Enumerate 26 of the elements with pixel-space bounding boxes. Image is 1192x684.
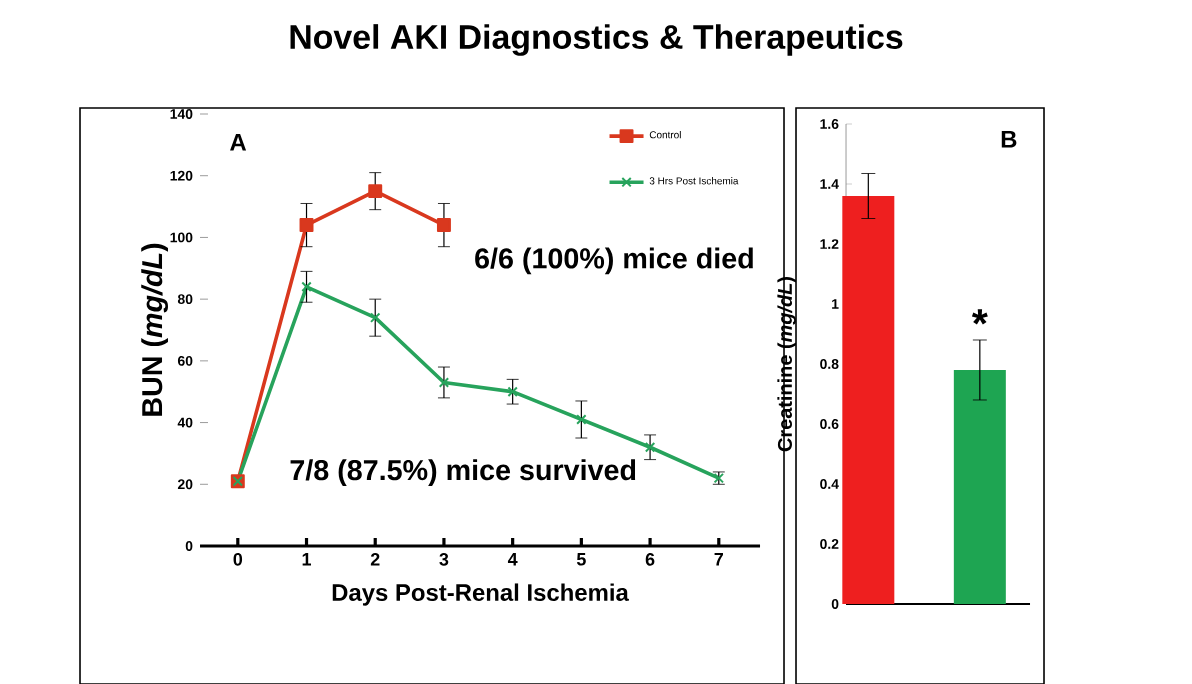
point [368, 184, 383, 199]
x-tick-label: 7 [714, 553, 723, 566]
x-tick-label: 0 [233, 553, 243, 566]
point [370, 312, 381, 323]
point [576, 414, 587, 425]
point [301, 281, 312, 293]
point [436, 218, 451, 233]
chart-title: Novel AKI Diagnostics & Therapeutics [290, 24, 903, 56]
x-tick-label: 3 [439, 553, 449, 566]
point [644, 442, 656, 453]
y-axis-title: BUN (mg/dL) [141, 243, 168, 416]
x-tick-label: 2 [370, 553, 380, 566]
point [507, 386, 518, 397]
annotation: A [230, 134, 247, 151]
point [438, 377, 450, 388]
x-tick-label: 6 [645, 553, 655, 566]
x-axis-title: Days Post-Renal Ischemia [332, 583, 629, 606]
point [299, 218, 314, 233]
x-tick-label: 1 [302, 553, 311, 566]
annotation: 6/6 (100%) mice died [475, 247, 753, 275]
annotation: B [1001, 131, 1017, 148]
annotation: 7/8 (87.5%) mice survived [290, 459, 636, 486]
x-tick-label: 4 [507, 553, 518, 566]
y-axis-title: Creatinine (mg/dL) [777, 276, 796, 452]
annotation: * [971, 309, 988, 325]
x-tick-label: 5 [576, 553, 586, 566]
